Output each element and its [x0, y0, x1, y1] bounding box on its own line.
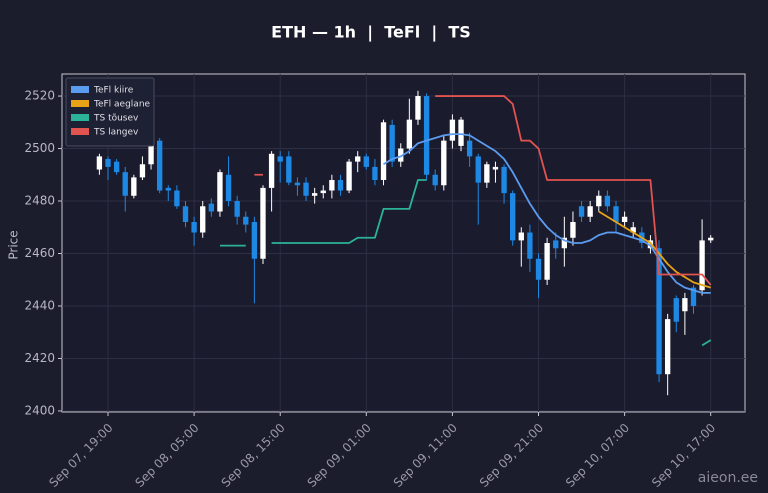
candle-body [380, 122, 387, 181]
legend-swatch [71, 114, 89, 121]
candle-body [415, 96, 421, 120]
candle-body [389, 124, 395, 162]
candle-body [329, 180, 335, 191]
legend-label: TeFl kiire [93, 86, 134, 96]
candle-body [372, 166, 378, 181]
series-line [383, 133, 711, 294]
candle-body [604, 195, 611, 207]
candle-body [458, 119, 464, 146]
candle-body [656, 248, 662, 375]
candle-body [311, 193, 318, 196]
legend: TeFl kiire TeFl aeglane TS tõusev TS langev [65, 77, 155, 147]
candle-body [484, 164, 490, 183]
candle-body [518, 232, 524, 241]
series-line [598, 210, 711, 289]
candle-body [449, 119, 456, 141]
legend-label: TS tõusev [93, 114, 139, 124]
candle-body [191, 222, 197, 233]
candle-body [673, 298, 679, 322]
candle-body [355, 156, 361, 162]
chart-title: ETH — 1h | TeFl | TS [271, 23, 471, 43]
candle-body [708, 237, 714, 241]
candle-body [200, 206, 206, 233]
candle-body [148, 143, 154, 165]
candle-body [260, 187, 266, 259]
candle-body [165, 187, 171, 191]
plot-area [61, 73, 746, 413]
candle-body [277, 156, 283, 162]
legend-label: TS langev [93, 128, 139, 138]
candle-body [217, 172, 223, 212]
candle-body [234, 201, 240, 217]
candle-body [320, 190, 326, 194]
candle-body [553, 240, 559, 249]
candle-body [406, 119, 413, 149]
candle-body [363, 156, 369, 167]
candle-body [510, 193, 516, 241]
candle-body [105, 159, 111, 167]
y-tick-label: 2480 [24, 194, 55, 208]
watermark: aieon.ee [698, 470, 758, 486]
candle-body [535, 258, 542, 280]
candle-body [208, 203, 214, 212]
legend-swatch [71, 128, 89, 135]
candle-body [131, 177, 137, 196]
legend-swatch [71, 86, 89, 93]
candle-body [682, 298, 688, 312]
candle-body [157, 140, 163, 191]
y-tick-label: 2400 [24, 403, 55, 417]
candle-body [561, 237, 568, 249]
candle-body [475, 156, 481, 183]
series-line [219, 179, 712, 347]
candle-body [466, 140, 473, 157]
y-tick-label: 2440 [24, 298, 55, 312]
candle-body [251, 222, 258, 259]
candle-body [113, 161, 120, 173]
candle-body [182, 206, 189, 223]
candle-body [286, 156, 292, 183]
candle-body [613, 206, 619, 223]
y-axis-label: Price [7, 230, 21, 259]
candle-body [527, 232, 533, 259]
candle-body [501, 166, 507, 194]
candle-body [139, 164, 146, 178]
candle-body [337, 180, 344, 191]
y-tick-label: 2420 [24, 351, 55, 365]
candle-body [664, 319, 671, 375]
candle-body [294, 182, 301, 186]
legend-swatch [71, 100, 89, 107]
candle-body [346, 161, 352, 191]
candle-body [570, 222, 576, 238]
candle-body [122, 172, 128, 196]
series-line [254, 95, 712, 286]
candle-body [243, 216, 249, 225]
candle-body [303, 182, 309, 196]
candle-body [492, 166, 499, 170]
candle-body [441, 140, 447, 186]
candle-body [621, 216, 628, 223]
candle-body [398, 148, 404, 162]
candle-body [96, 156, 103, 170]
candle-body [268, 153, 275, 188]
candle-body [225, 174, 232, 202]
y-tick-label: 2460 [24, 246, 55, 260]
candle-body [432, 174, 438, 186]
candle-body [699, 240, 705, 291]
candle-body [690, 287, 697, 306]
y-tick-label: 2520 [24, 89, 55, 103]
candle-body [544, 243, 550, 280]
candle-body [596, 195, 602, 207]
legend-label: TeFl aeglane [93, 100, 151, 110]
candle-body [587, 206, 593, 217]
candle-body [578, 206, 585, 217]
candle-body [423, 96, 430, 175]
y-tick-label: 2500 [24, 141, 55, 155]
candle-body [630, 227, 636, 233]
candle-body [174, 190, 180, 207]
